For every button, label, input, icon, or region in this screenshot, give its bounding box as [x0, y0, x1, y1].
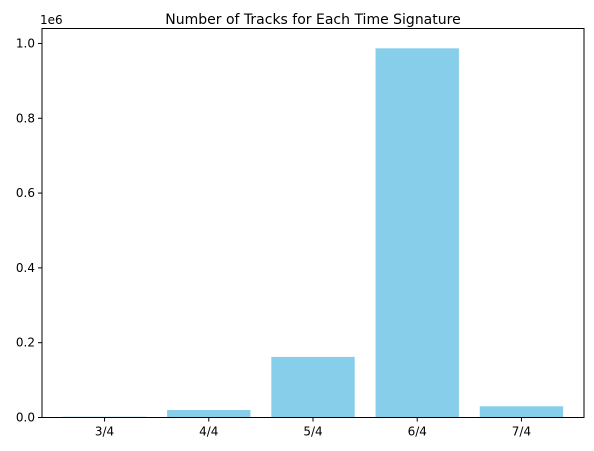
bar-7-4: [479, 406, 564, 418]
x-tick-label: 5/4: [303, 425, 322, 439]
y-scale-label: 1e6: [40, 13, 63, 27]
y-tick-label: 1.0: [16, 36, 35, 50]
y-tick-label: 0.8: [16, 111, 35, 125]
bar-5-4: [271, 356, 355, 418]
bars-group: [62, 48, 564, 418]
bar-4-4: [167, 410, 251, 418]
x-tick-label: 7/4: [512, 425, 531, 439]
y-tick-label: 0.0: [16, 411, 35, 425]
plot-frame: [41, 28, 585, 418]
bar-6-4: [375, 48, 459, 418]
x-tick-label: 3/4: [95, 425, 114, 439]
y-tick-label: 0.6: [16, 186, 35, 200]
x-axis: 3/4 4/4 5/4 6/4 7/4: [95, 417, 531, 439]
x-tick-label: 6/4: [408, 425, 427, 439]
y-tick-label: 0.2: [16, 336, 35, 350]
x-tick-label: 4/4: [199, 425, 218, 439]
y-tick-label: 0.4: [16, 261, 35, 275]
y-axis: 0.0 0.2 0.4 0.6 0.8 1.0: [16, 36, 42, 425]
chart-title: Number of Tracks for Each Time Signature: [165, 12, 460, 28]
